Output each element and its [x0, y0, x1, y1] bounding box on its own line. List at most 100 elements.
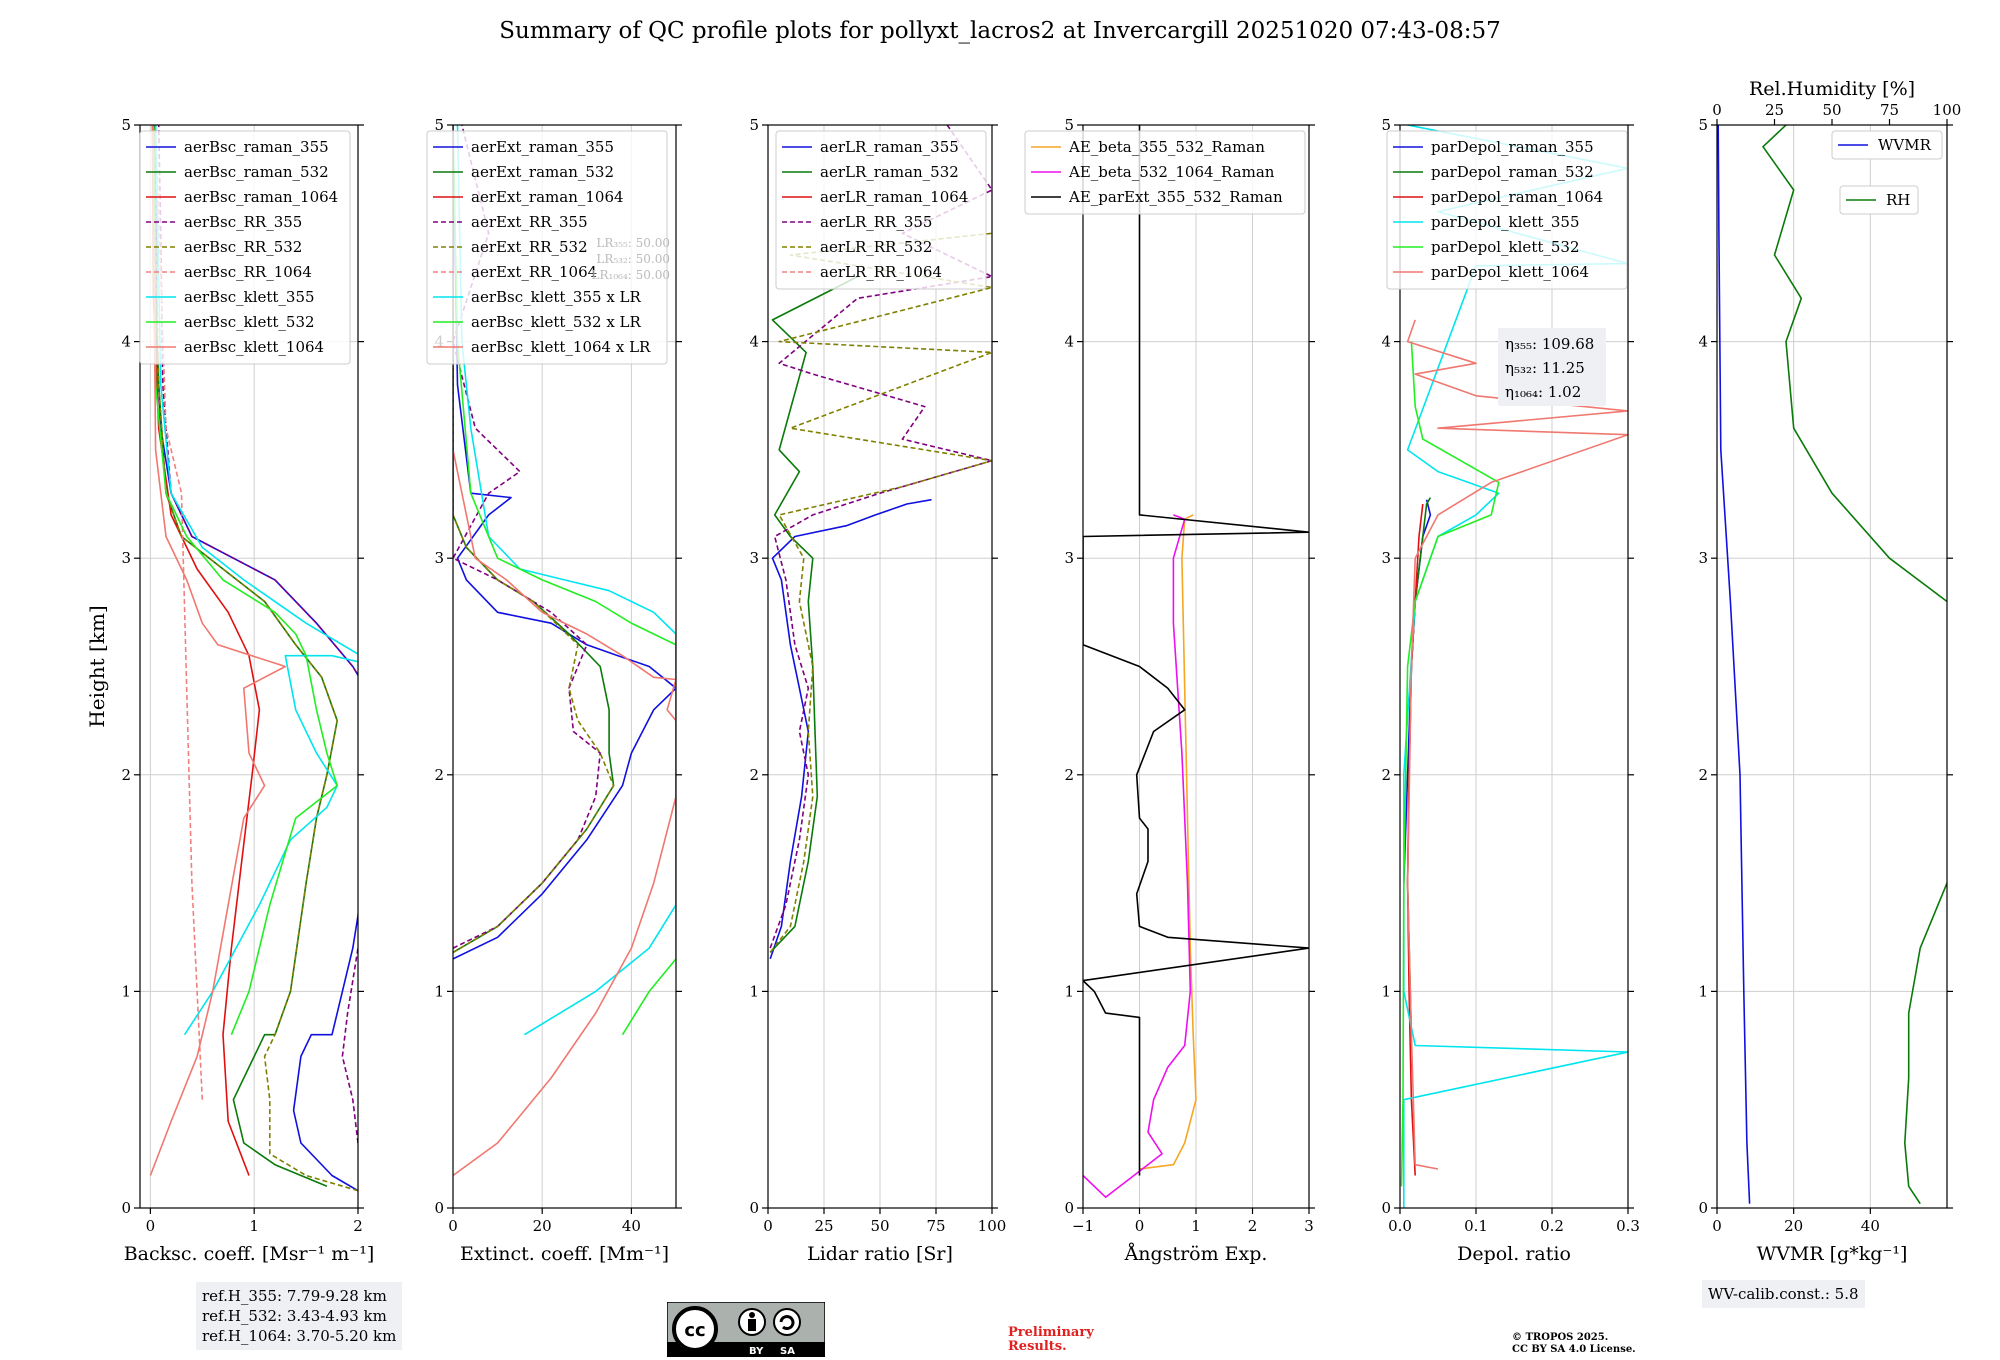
series-line-parDepol_raman_532 — [1406, 497, 1432, 1035]
series-line-aerBsc_klett_532 x LR — [453, 125, 676, 1036]
figure-title: Summary of QC profile plots for pollyxt_… — [499, 18, 1501, 44]
y-tick-label: 1 — [749, 982, 759, 1000]
x-tick-label: 25 — [814, 1217, 833, 1235]
top-x-tick-label: 50 — [1822, 101, 1841, 119]
x-tick-label: 1 — [1191, 1217, 1201, 1235]
legend-label: parDepol_raman_1064 — [1431, 188, 1603, 206]
legend-label: aerBsc_RR_532 — [184, 238, 302, 256]
ref-height-box: ref.H_355: 7.79-9.28 km ref.H_532: 3.43-… — [196, 1282, 403, 1350]
lidar-ratio-annotation: LR₃₅₅: 50.00 — [596, 236, 670, 250]
lidar-ratio-annotation: LR₅₃₂: 50.00 — [596, 252, 670, 266]
x-tick-label: 50 — [870, 1217, 889, 1235]
series-line-aerBsc_klett_532 — [152, 125, 338, 1036]
series-line-aerBsc_klett_355 — [154, 125, 358, 1036]
series-line-aerBsc_RR_1064 — [154, 125, 204, 1100]
legend-label: parDepol_klett_532 — [1431, 238, 1580, 256]
series-line-aerBsc_klett_1064 x LR — [453, 449, 676, 1177]
series-group — [1083, 125, 1309, 1198]
y-tick-label: 4 — [1698, 333, 1708, 351]
depol-calib-annotation: η₅₃₂: 11.25 — [1505, 359, 1585, 377]
x-axis-label: Extinct. coeff. [Mm⁻¹] — [460, 1243, 669, 1265]
legend-label: aerBsc_raman_1064 — [184, 188, 338, 206]
top-x-tick-label: 0 — [1712, 101, 1722, 119]
y-tick-label: 0 — [749, 1199, 759, 1217]
series-group — [149, 125, 358, 1192]
by-text: BY — [749, 1346, 764, 1357]
y-tick-label: 1 — [1698, 982, 1708, 1000]
cc-icon — [672, 1306, 718, 1352]
legend-label: aerBsc_klett_1064 x LR — [471, 338, 651, 356]
x-tick-label: 40 — [622, 1217, 641, 1235]
preliminary-line-1: Preliminary — [1008, 1325, 1094, 1340]
depol-calib-annotation: η₃₅₅: 109.68 — [1505, 335, 1594, 353]
series-line-aerBsc_klett_1064 — [149, 125, 287, 1176]
series-line-aerBsc_raman_355 — [154, 125, 358, 1192]
y-tick-label: 4 — [749, 333, 759, 351]
y-tick-label: 3 — [1698, 549, 1708, 567]
legend-label: aerBsc_klett_355 x LR — [471, 288, 642, 306]
legend-label: aerBsc_raman_532 — [184, 163, 329, 181]
legend-label: aerBsc_raman_355 — [184, 138, 329, 156]
axes-frame — [1716, 124, 1948, 1209]
x-axis-label: WVMR [g*kg⁻¹] — [1757, 1243, 1908, 1265]
top-x-tick-label: 75 — [1880, 101, 1899, 119]
x-tick-label: 100 — [978, 1217, 1007, 1235]
ref-height-532: ref.H_532: 3.43-4.93 km — [202, 1307, 387, 1325]
series-line-aerExt_raman_355 — [453, 125, 676, 960]
x-tick-label: 0.3 — [1616, 1217, 1640, 1235]
x-tick-label: 40 — [1861, 1217, 1880, 1235]
x-tick-label: 20 — [533, 1217, 552, 1235]
y-tick-label: 1 — [121, 982, 131, 1000]
legend-label: aerLR_raman_532 — [820, 163, 959, 181]
y-tick-label: 4 — [1064, 333, 1074, 351]
legend-box — [1839, 185, 1919, 215]
series-line-WVMR — [1717, 125, 1751, 1204]
legend-label: aerLR_raman_355 — [820, 138, 959, 156]
y-tick-label: 1 — [434, 982, 444, 1000]
x-tick-label: 0 — [1135, 1217, 1145, 1235]
sa-share-icon — [773, 1308, 801, 1336]
y-tick-label: 2 — [1064, 766, 1074, 784]
top-x-axis-label: Rel.Humidity [%] — [1749, 78, 1915, 100]
series-line-parDepol_klett_532 — [1400, 341, 1500, 1187]
series-line-aerLR_raman_532 — [769, 275, 858, 953]
axes-frame — [139, 124, 359, 1209]
legend-label: aerLR_RR_532 — [820, 238, 932, 256]
panel-wvmr: 0 20 40 0 1 2 3 4 5 WVMR [g*kg⁻¹] 0 25 50 75 100 Rel.Hu… — [1698, 78, 1962, 1265]
y-tick-label: 5 — [121, 116, 131, 134]
panel-extinction: 02040012345Extinct. coeff. [Mm⁻¹]aerExt_… — [426, 116, 682, 1265]
series-line-AE_parExt_355_532_Raman — [1083, 125, 1309, 1176]
x-tick-label: 0 — [1712, 1217, 1722, 1235]
legend-label: aerBsc_RR_355 — [184, 213, 302, 231]
y-tick-label: 3 — [1381, 549, 1391, 567]
legend-label: aerExt_RR_532 — [471, 238, 588, 256]
axes-frame — [1399, 124, 1629, 1209]
x-tick-label: 0 — [146, 1217, 156, 1235]
y-tick-label: 3 — [121, 549, 131, 567]
top-x-tick-label: 100 — [1933, 101, 1962, 119]
legend-label: aerBsc_klett_1064 — [184, 338, 324, 356]
legend-box — [1831, 130, 1943, 160]
legend-label: aerBsc_klett_532 x LR — [471, 313, 642, 331]
legend-label: aerExt_raman_532 — [471, 163, 614, 181]
series-line-aerLR_RR_532 — [769, 232, 992, 953]
y-tick-label: 0 — [121, 1199, 131, 1217]
sa-text: SA — [780, 1346, 795, 1357]
legend-box — [775, 130, 987, 290]
x-tick-label: 75 — [926, 1217, 945, 1235]
y-tick-label: 0 — [1064, 1199, 1074, 1217]
y-tick-label: 3 — [1064, 549, 1074, 567]
panel-backscatter: 0 1 2 0 1 2 3 4 5 Backsc. coeff. [Msr⁻¹ m⁻¹] aerBs… — [121, 116, 374, 1265]
series-group — [1717, 125, 1947, 1205]
ref-height-1064: ref.H_1064: 3.70-5.20 km — [202, 1327, 397, 1345]
panel-lidarratio: 0 25 50 75 100 0 1 2 3 4 5 Lidar ratio [Sr] aerLR_ra… — [749, 116, 1006, 1265]
copyright-note: © TROPOS 2025. CC BY SA 4.0 License. — [1512, 1332, 1636, 1356]
series-line-AE_beta_355_532_Raman — [1139, 514, 1197, 1170]
x-axis-label: Lidar ratio [Sr] — [807, 1243, 953, 1265]
preliminary-results-note: Preliminary Results. — [1008, 1326, 1094, 1354]
y-tick-label: 4 — [1381, 333, 1391, 351]
legend-label: AE_parExt_355_532_Raman — [1068, 188, 1283, 206]
legend-label: WVMR — [1878, 136, 1932, 154]
legend-label: aerLR_RR_355 — [820, 213, 932, 231]
